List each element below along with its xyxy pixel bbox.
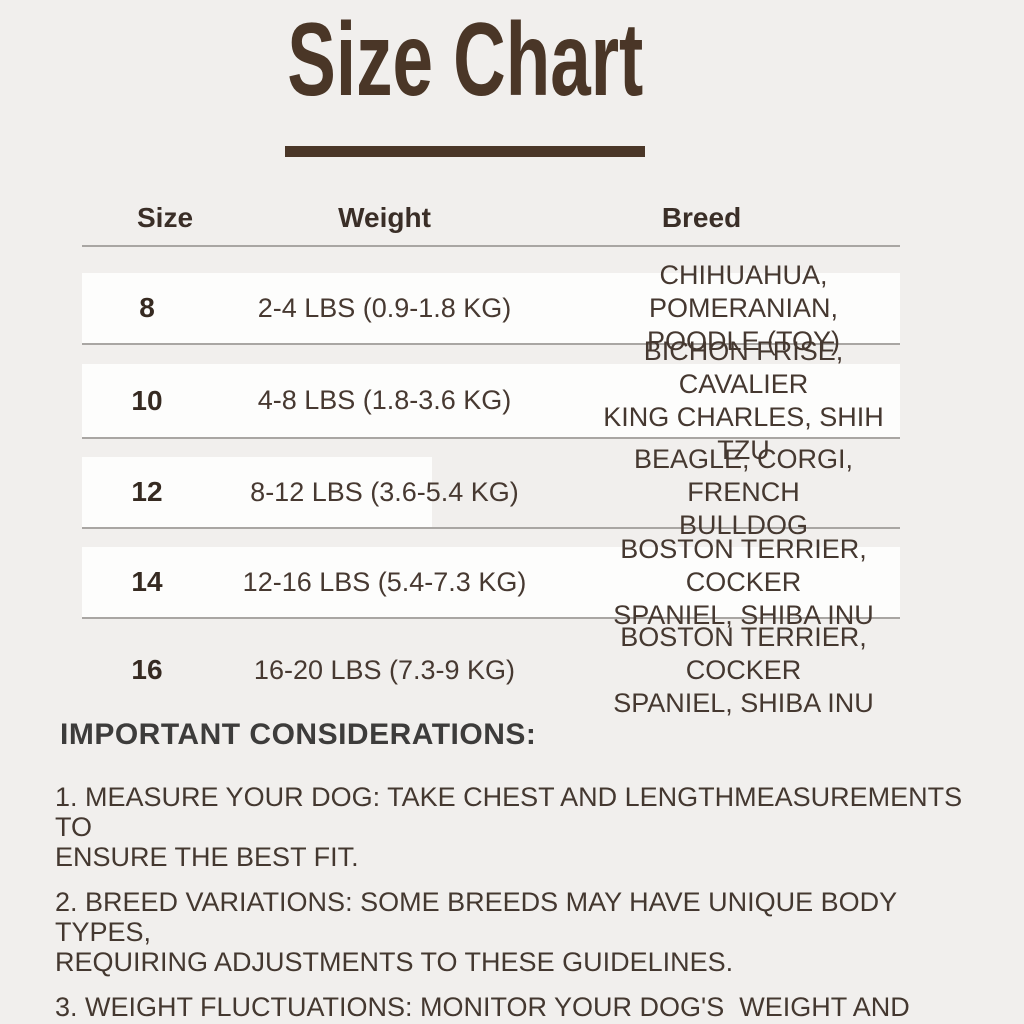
size-cell: 10 — [131, 384, 163, 416]
row-separator — [82, 437, 900, 439]
size-cell: 14 — [131, 566, 163, 597]
table-row: 10 4-8 LBS (1.8-3.6 KG) BICHON FRISE, CA… — [82, 336, 900, 465]
title-underline — [285, 146, 645, 157]
row-background — [82, 457, 432, 527]
column-header-size: Size — [136, 201, 194, 233]
note-measure-your-dog: 1. MEASURE YOUR DOG: TAKE CHEST AND LENG… — [55, 782, 963, 872]
weight-cell: 8-12 LBS (3.6-5.4 KG) — [250, 476, 519, 507]
row-background — [82, 547, 900, 617]
breed-cell: BICHON FRISE, CAVALIER KING CHARLES, SHI… — [603, 335, 884, 465]
breed-cell: CHIHUAHUA, POMERANIAN, POODLE (TOY) — [646, 259, 841, 356]
size-cell: 12 — [131, 476, 163, 507]
weight-cell: 16-20 LBS (7.3-9 KG) — [253, 654, 516, 685]
size-cell: 16 — [131, 654, 163, 685]
size-cell: 8 — [139, 292, 155, 323]
row-background — [82, 273, 900, 343]
table-row: 8 2-4 LBS (0.9-1.8 KG) CHIHUAHUA, POMERA… — [82, 247, 900, 356]
table-header-row: Size Weight Breed — [82, 190, 900, 245]
header-separator — [82, 245, 900, 247]
row-background — [82, 364, 900, 437]
row-separator — [82, 527, 900, 529]
page-title: Size Chart — [286, 2, 643, 118]
weight-cell: 2-4 LBS (0.9-1.8 KG) — [257, 292, 512, 323]
weight-cell: 4-8 LBS (1.8-3.6 KG) — [257, 385, 512, 415]
column-header-weight: Weight — [338, 201, 431, 233]
note-weight-fluctuations: 3. WEIGHT FLUCTUATIONS: MONITOR YOUR DOG… — [55, 992, 910, 1024]
considerations-heading: IMPORTANT CONSIDERATIONS: — [60, 718, 537, 751]
title-block: Size Chart — [0, 8, 930, 112]
size-table: Size Weight Breed 8 2-4 LBS (0.9-1.8 KG)… — [82, 190, 900, 718]
considerations-notes: 1. MEASURE YOUR DOG: TAKE CHEST AND LENG… — [55, 782, 985, 1024]
table-row: 14 12-16 LBS (5.4-7.3 KG) BOSTON TERRIER… — [82, 529, 900, 630]
breed-cell: BOSTON TERRIER, COCKER SPANIEL, SHIBA IN… — [613, 533, 874, 630]
row-separator — [82, 343, 900, 345]
column-header-breed: Breed — [661, 201, 742, 233]
breed-cell: BEAGLE, CORGI, FRENCH BULLDOG — [633, 443, 854, 540]
row-separator — [82, 617, 900, 619]
breed-cell: BOSTON TERRIER, COCKER SPANIEL, SHIBA IN… — [613, 621, 874, 718]
table-row: 12 8-12 LBS (3.6-5.4 KG) BEAGLE, CORGI, … — [82, 439, 900, 540]
weight-cell: 12-16 LBS (5.4-7.3 KG) — [242, 566, 527, 597]
note-breed-variations: 2. BREED VARIATIONS: SOME BREEDS MAY HAV… — [55, 887, 897, 977]
table-row: 16 16-20 LBS (7.3-9 KG) BOSTON TERRIER, … — [82, 619, 900, 718]
